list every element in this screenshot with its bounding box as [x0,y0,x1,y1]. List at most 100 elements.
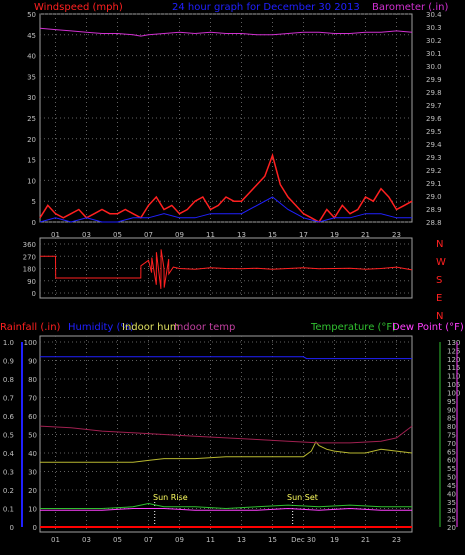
temp-tick-label: 55 [447,465,456,473]
x-tick-label: 01 [51,536,60,544]
y-tick-label: 360 [23,241,36,249]
x-tick-label: 07 [144,231,153,239]
rain-tick-label: 0.6 [3,413,15,421]
y2-tick-label: 30.2 [426,37,442,45]
series-line-0 [39,152,413,223]
y2-tick-label: 30.3 [426,24,442,32]
x-tick-label: 07 [144,536,153,544]
direction-label-n-top: N [436,239,443,250]
rain-tick-label: 1.0 [3,339,14,347]
series-line-1 [39,196,412,223]
humidity-tick-label: 80 [28,376,37,384]
temp-panel: 01 03 05 07 09 11 13 15 Dec 30 19 21 23 0 0.1 0.2 0.3 0.… [3,336,460,544]
temp-tick-label: 105 [447,381,460,389]
y-tick-label: 45 [27,32,36,40]
y-tick-label: 180 [23,266,36,274]
y2-tick-label: 30.1 [426,50,442,58]
series-line-2 [39,27,413,37]
temp-tick-label: 40 [447,490,456,498]
x-tick-label: 09 [175,536,184,544]
y2-tick-label: 29.2 [426,167,442,175]
temperature-axis-title: Temperature (°F) [310,322,396,333]
humidity-tick-label: 90 [28,358,37,366]
y2-tick-label: 29.7 [426,102,442,110]
humidity-tick-label: 40 [28,450,37,458]
y2-tick-label: 29.0 [426,193,442,201]
temp-tick-label: 110 [447,373,460,381]
y2-tick-label: 28.8 [426,219,442,227]
temp-tick-label: 120 [447,356,460,364]
y-tick-label: 50 [27,11,36,19]
x-tick-label: 13 [237,536,246,544]
temp-tick-label: 70 [447,440,456,448]
y-tick-label: 25 [27,115,36,123]
temp-tick-label: 25 [447,516,456,524]
rain-tick-label: 0.2 [3,487,14,495]
x-tick-label: Dec 30 [291,536,316,544]
humidity-tick-label: 30 [28,469,37,477]
temp-tick-label: 90 [447,406,456,414]
x-tick-label: 21 [361,536,370,544]
humidity-axis-title: Humidity (%) [68,322,134,333]
x-tick-label: 23 [392,231,401,239]
y2-tick-label: 29.8 [426,89,442,97]
rain-tick-label: 0 [10,524,14,532]
y2-tick-label: 30.0 [426,63,442,71]
humidity-tick-label: 100 [24,339,37,347]
rain-tick-label: 0.4 [3,450,15,458]
x-tick-label: 19 [330,536,339,544]
direction-label-n-bottom: N [436,311,443,322]
rainfall-axis-title: Rainfall (.in) [0,322,61,333]
windspeed-axis-title: Windspeed (mph) [34,2,123,13]
temp-tick-label: 125 [447,347,460,355]
sun-set-label: Sun Set [287,493,318,502]
direction-panel: 0 90 180 270 360 [23,238,413,298]
y-tick-label: 10 [27,177,36,185]
direction-label-w: W [436,257,446,268]
temp-tick-label: 80 [447,423,456,431]
temp-tick-label: 35 [447,499,456,507]
temp-tick-label: 45 [447,482,456,490]
temp-tick-label: 60 [447,457,456,465]
temp-tick-label: 100 [447,389,460,397]
sun-rise-label: Sun Rise [153,493,188,502]
x-tick-label: 23 [392,536,401,544]
y2-tick-label: 29.1 [426,180,442,188]
y-tick-label: 15 [27,157,36,165]
y-tick-label: 20 [27,136,36,144]
rain-tick-label: 0.5 [3,432,14,440]
humidity-tick-label: 10 [28,506,37,514]
x-tick-label: 21 [361,231,370,239]
indoor-hum-legend: Indoor hum [122,322,180,333]
humidity-tick-label: 60 [28,413,37,421]
series-line-1 [40,440,413,463]
wind-panel: 01 03 05 07 09 11 13 15 17 19 21 230510152025303540… [27,11,442,239]
humidity-tick-label: 70 [28,395,37,403]
humidity-tick-label: 0 [33,524,37,532]
direction-line [40,249,413,289]
y-tick-label: 90 [27,278,36,286]
y2-tick-label: 30.4 [426,11,442,19]
x-tick-label: 15 [268,231,277,239]
series-line-4 [40,507,412,511]
rain-tick-label: 0.8 [3,376,14,384]
x-tick-label: 09 [175,231,184,239]
humidity-tick-label: 20 [28,487,37,495]
temp-tick-label: 20 [447,524,456,532]
y2-tick-label: 28.9 [426,206,442,214]
temp-tick-label: 95 [447,398,456,406]
dew-point-axis-title: Dew Point (°F) [392,322,464,333]
x-tick-label: 03 [82,231,91,239]
temp-tick-label: 75 [447,432,456,440]
indoor-temp-legend: Indoor temp [174,322,235,333]
y2-tick-label: 29.3 [426,154,442,162]
x-tick-label: 05 [113,231,122,239]
x-tick-label: 01 [51,231,60,239]
rain-tick-label: 0.7 [3,395,14,403]
rain-tick-label: 0.3 [3,469,14,477]
x-tick-label: 17 [299,231,308,239]
direction-label-e: E [436,293,442,304]
temp-tick-label: 50 [447,474,456,482]
temp-tick-label: 130 [447,339,460,347]
